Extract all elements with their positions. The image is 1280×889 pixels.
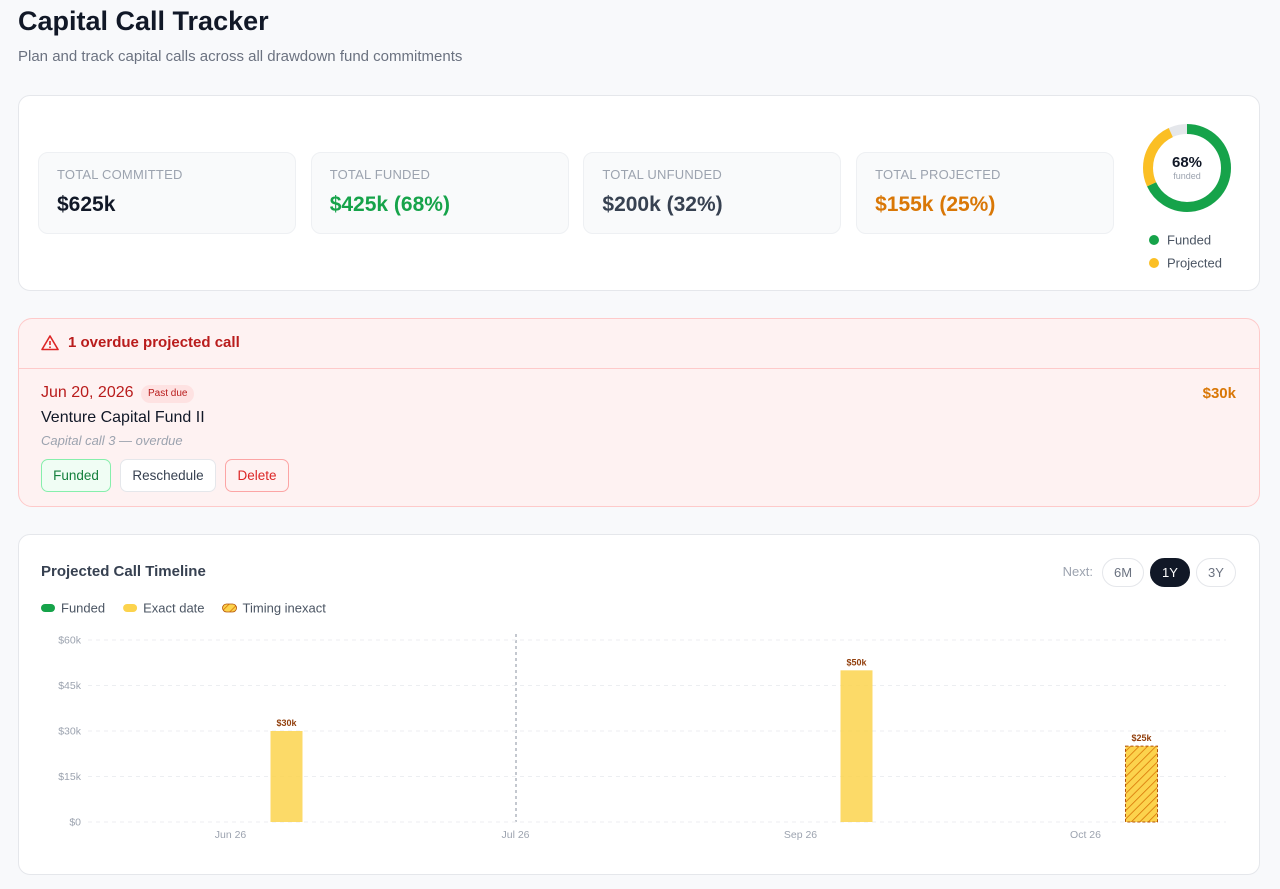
past-due-badge: Past due [141,385,195,403]
call-note: Capital call 3 — overdue [41,433,183,448]
page-subtitle: Plan and track capital calls across all … [18,48,463,65]
donut-center: 68% [1172,154,1202,171]
legend-dot [1149,235,1159,245]
x-tick-label: Jun 26 [215,829,247,841]
x-tick-label: Sep 26 [784,829,817,841]
legend-swatch [222,603,237,613]
bar-value-label: $50k [846,657,867,667]
stat-label: TOTAL COMMITTED [57,167,183,182]
stat-label: TOTAL UNFUNDED [602,167,722,182]
y-tick-label: $0 [69,817,81,829]
range-option[interactable]: 6M [1102,558,1144,587]
donut-segment [1143,124,1231,212]
timeline-title: Projected Call Timeline [41,563,206,580]
stat-value: $200k (32%) [602,193,723,216]
legend-swatch [41,604,55,612]
x-tick-label: Oct 26 [1070,829,1101,841]
range-label: Next: [1062,564,1093,579]
bar-value-label: $25k [1131,733,1152,743]
x-tick-label: Jul 26 [501,829,529,841]
reschedule-button[interactable]: Reschedule [120,459,216,492]
fund-name: Venture Capital Fund II [41,409,205,426]
donut-segment [1143,124,1231,212]
stat-card: TOTAL PROJECTED $155k (25%) [856,152,1115,234]
y-tick-label: $30k [58,726,82,738]
alert-title: 1 overdue projected call [68,334,240,351]
stat-card: TOTAL COMMITTED $625k [38,152,296,234]
bar [1125,745,1158,823]
stat-label: TOTAL FUNDED [329,167,431,182]
legend-label: Funded [61,601,105,616]
divider [19,368,1259,369]
legend-label: Funded [1167,233,1211,248]
legend-swatch [123,604,138,612]
stat-value: $625k [57,193,116,216]
timeline-card [18,534,1260,875]
legend-label: Timing inexact [243,601,327,616]
range-option[interactable]: 3Y [1196,558,1236,587]
timeline-chart: Funded Exact date Timing inexact $0 $15k $30k… [41,601,1226,841]
legend-label: Exact date [143,601,204,616]
delete-button[interactable]: Delete [225,459,289,492]
page-title: Capital Call Tracker [18,6,269,36]
bar [270,731,303,822]
bar-value-label: $30k [276,718,297,728]
y-tick-label: $45k [58,680,82,692]
range-option[interactable]: 1Y [1150,558,1190,587]
call-date: Jun 20, 2026 [41,384,134,401]
legend-label: Projected [1167,256,1222,271]
funded-button[interactable]: Funded [41,459,111,492]
y-tick-label: $15k [58,771,82,783]
warning-icon [41,335,59,351]
y-tick-label: $60k [58,635,82,647]
legend-dot [1149,258,1159,268]
stat-label: TOTAL PROJECTED [875,167,1001,182]
stat-card: TOTAL FUNDED $425k (68%) [310,152,569,234]
bar [840,670,873,822]
donut-chart: 68% funded Funded Projected [1143,124,1231,271]
call-amount: $30k [1202,385,1236,402]
stat-value: $425k (68%) [329,193,450,216]
stat-value: $155k (25%) [875,193,996,216]
stat-card: TOTAL UNFUNDED $200k (32%) [583,152,842,234]
donut-sub: funded [1173,171,1201,181]
